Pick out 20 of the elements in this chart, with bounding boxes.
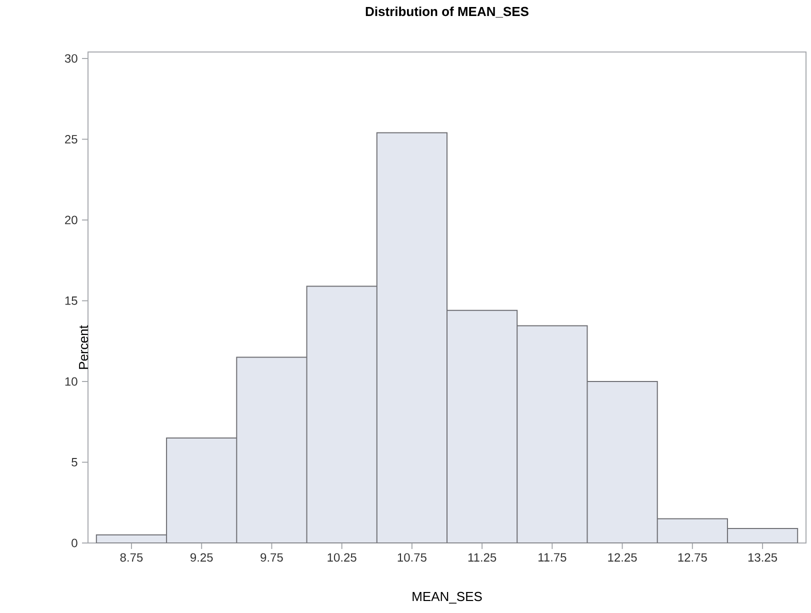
x-tick-label: 11.75 [538, 553, 566, 562]
y-axis-title: Percent [79, 325, 88, 369]
x-tick-label: 9.75 [260, 553, 283, 562]
y-tick-label: 20 [65, 216, 78, 224]
y-tick-label: 0 [72, 538, 78, 548]
x-axis-title: MEAN_SES [412, 592, 482, 604]
x-tick-label: 10.75 [398, 553, 426, 562]
y-tick-label: 25 [65, 134, 78, 144]
x-tick-label: 9.25 [190, 553, 213, 562]
x-tick-label: 11.25 [468, 553, 496, 562]
x-tick-label: 12.75 [678, 553, 707, 562]
x-tick-label: 12.25 [608, 553, 637, 562]
y-tick-label: 10 [65, 377, 78, 386]
y-tick-label: 30 [64, 54, 78, 63]
x-tick-label: 8.75 [120, 553, 143, 562]
y-tick-label: 15 [65, 296, 78, 305]
chart-title: Distribution of MEAN_SES [366, 6, 528, 18]
x-tick-label: 13.25 [748, 553, 778, 562]
y-tick-label: 5 [72, 458, 78, 466]
x-tick-label: 10.25 [328, 553, 356, 562]
